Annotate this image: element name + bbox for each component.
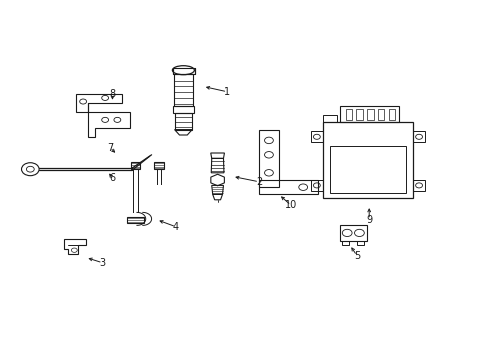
- Text: 3: 3: [100, 258, 105, 268]
- Text: 5: 5: [353, 251, 359, 261]
- Text: 2: 2: [256, 177, 262, 187]
- Text: 6: 6: [109, 173, 115, 183]
- Text: 9: 9: [366, 215, 371, 225]
- Text: 8: 8: [109, 89, 115, 99]
- Text: 4: 4: [173, 222, 179, 232]
- Text: 1: 1: [224, 87, 230, 97]
- Text: 7: 7: [107, 143, 113, 153]
- Text: 10: 10: [284, 200, 297, 210]
